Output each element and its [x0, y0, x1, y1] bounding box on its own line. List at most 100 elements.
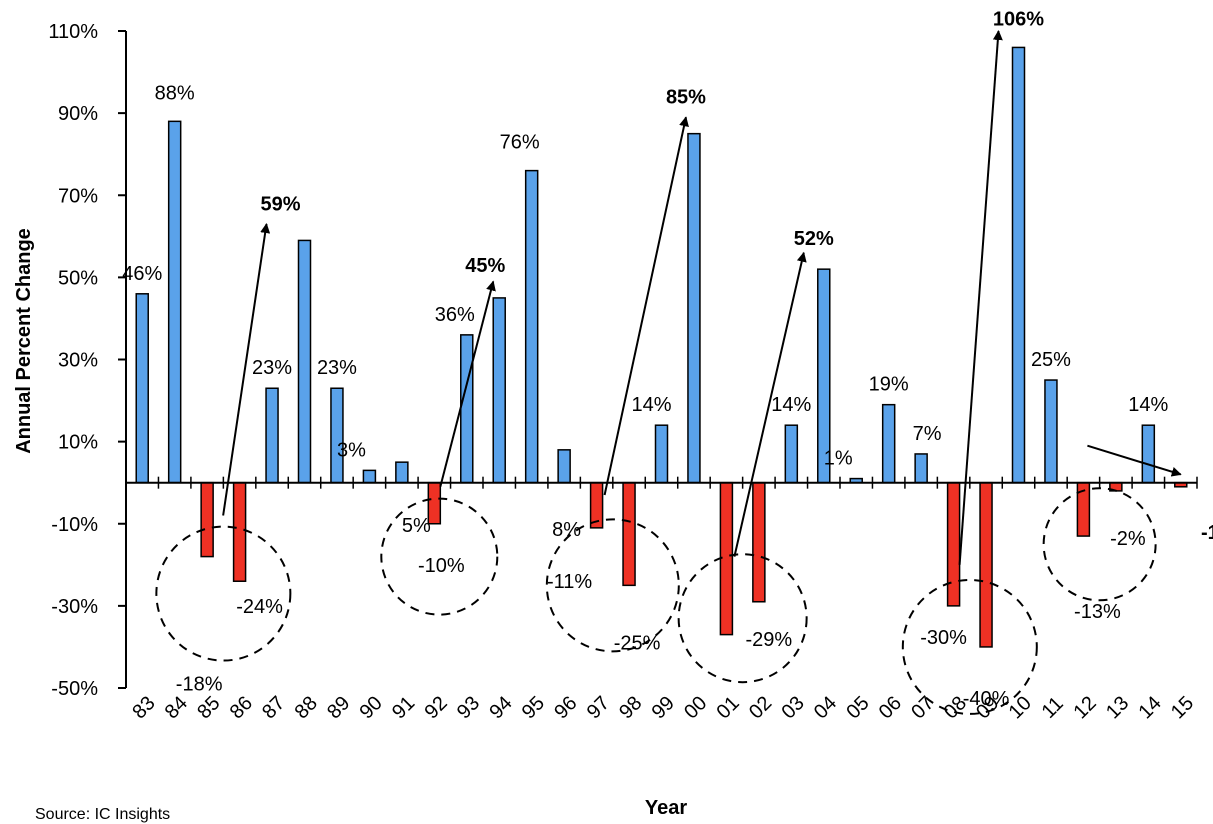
- bar-99: [654, 424, 669, 484]
- data-label: 3%: [337, 439, 366, 461]
- downturn-circle: [1042, 487, 1157, 602]
- x-tick-label: 89: [323, 692, 354, 723]
- downturn-circle: [901, 578, 1038, 715]
- x-tick-label: 97: [583, 692, 614, 723]
- y-tick-label: 110%: [48, 21, 98, 43]
- bar-88: [297, 239, 312, 484]
- x-tick-label: 02: [745, 692, 776, 723]
- x-tick-label: 15: [1167, 692, 1198, 723]
- data-label: 14%: [631, 394, 671, 416]
- axes: [125, 31, 1198, 688]
- data-label: 45%: [465, 255, 505, 277]
- x-tick-label: 87: [258, 692, 289, 723]
- bar-98: [622, 481, 636, 587]
- x-tick-label: 84: [161, 692, 192, 723]
- bar-86: [232, 481, 247, 582]
- y-tick-label: -10%: [51, 514, 98, 536]
- data-label: 5%: [402, 515, 431, 537]
- data-label: 46%: [122, 263, 162, 285]
- data-label: -25%: [614, 632, 661, 654]
- data-label: 25%: [1031, 349, 1071, 371]
- data-label: -1%: [1201, 522, 1213, 544]
- x-tick-label: 05: [842, 692, 873, 723]
- y-tick-label: -50%: [51, 678, 98, 700]
- data-label: 36%: [435, 304, 475, 326]
- x-tick-label: 90: [356, 692, 387, 723]
- data-label: -11%: [547, 571, 592, 593]
- bar-93: [460, 334, 474, 484]
- source-note: Source: IC Insights: [35, 806, 171, 823]
- x-tick-label: 00: [680, 692, 711, 723]
- recovery-arrow: [1087, 444, 1182, 477]
- x-tick-label: 14: [1134, 692, 1165, 723]
- recovery-arrow: [222, 223, 271, 516]
- data-label: -29%: [746, 629, 793, 651]
- data-label: 19%: [869, 374, 909, 396]
- y-tick-label: -30%: [51, 596, 98, 618]
- data-label: 23%: [317, 357, 357, 379]
- data-label: 7%: [913, 423, 942, 445]
- x-tick-label: 03: [777, 692, 808, 723]
- recovery-arrow: [439, 280, 496, 488]
- downturn-circle: [155, 525, 292, 662]
- bar-00: [687, 132, 701, 484]
- data-labels: 46% 88% -18% -24% 23% 59% 23% 3% 5% 36% 45% 76% 8% -2…: [122, 8, 1213, 710]
- x-tick-label: 12: [1070, 692, 1101, 723]
- x-tick-label: 98: [615, 692, 646, 723]
- bar-91: [395, 461, 409, 484]
- y-tick-label: 30%: [58, 350, 98, 372]
- downturn-circle: [677, 553, 808, 684]
- x-tick-label: 85: [193, 692, 224, 723]
- data-label: 52%: [794, 228, 834, 250]
- data-label: 8%: [552, 519, 581, 541]
- data-label: 14%: [771, 394, 811, 416]
- x-tick-label: 83: [128, 692, 159, 723]
- bar-96: [557, 449, 571, 484]
- data-label: 59%: [260, 193, 300, 215]
- bar-08: [946, 481, 961, 607]
- bar-03: [784, 424, 799, 484]
- recovery-arrow: [958, 30, 1003, 565]
- bars: [135, 46, 1188, 648]
- data-label: 106%: [993, 8, 1044, 30]
- x-tick-label: 06: [875, 692, 906, 723]
- data-label: 23%: [252, 357, 292, 379]
- bar-14: [1141, 424, 1156, 484]
- bar-87: [265, 387, 279, 484]
- bar-95: [524, 169, 539, 484]
- bar-01: [719, 481, 734, 636]
- x-tick-label: 01: [713, 692, 744, 723]
- data-label: 14%: [1128, 394, 1168, 416]
- x-tick-label: 13: [1102, 692, 1133, 723]
- downturn-circle: [545, 518, 680, 653]
- y-tick-label: 50%: [58, 267, 98, 289]
- x-tick-label: 99: [648, 692, 679, 723]
- x-tick-label: 86: [226, 692, 257, 723]
- data-label: 88%: [155, 82, 195, 104]
- x-tick-label: 91: [388, 692, 419, 723]
- x-axis-tick-labels: 83 84 85 86 87 88 89 90 91 92 93 94 95 96 97 98 99 00 01 02…: [128, 692, 1198, 723]
- data-label: -40%: [963, 688, 1010, 710]
- bar-11: [1044, 379, 1058, 484]
- data-label: -13%: [1074, 601, 1121, 623]
- y-tick-label: 90%: [58, 103, 98, 125]
- data-label: 85%: [666, 87, 706, 109]
- y-axis-title: Annual Percent Change: [13, 228, 35, 454]
- x-tick-label: 95: [518, 692, 549, 723]
- x-tick-label: 04: [810, 692, 841, 723]
- bar-89: [330, 387, 344, 484]
- x-tick-label: 11: [1038, 693, 1068, 723]
- data-label: -30%: [920, 627, 967, 649]
- data-label: -18%: [176, 674, 223, 696]
- annotations: [155, 30, 1182, 715]
- data-label: 1%: [824, 448, 853, 470]
- bar-94: [492, 297, 506, 484]
- data-label: -24%: [236, 596, 283, 618]
- bar-85: [200, 481, 214, 558]
- y-tick-label: 10%: [58, 432, 98, 454]
- y-axis-ticks: 110% 90% 70% 50% 30% 10% -10% -30% -50%: [48, 21, 126, 700]
- downturn-circle: [380, 497, 499, 616]
- y-tick-label: 70%: [58, 185, 98, 207]
- bar-10: [1011, 46, 1026, 484]
